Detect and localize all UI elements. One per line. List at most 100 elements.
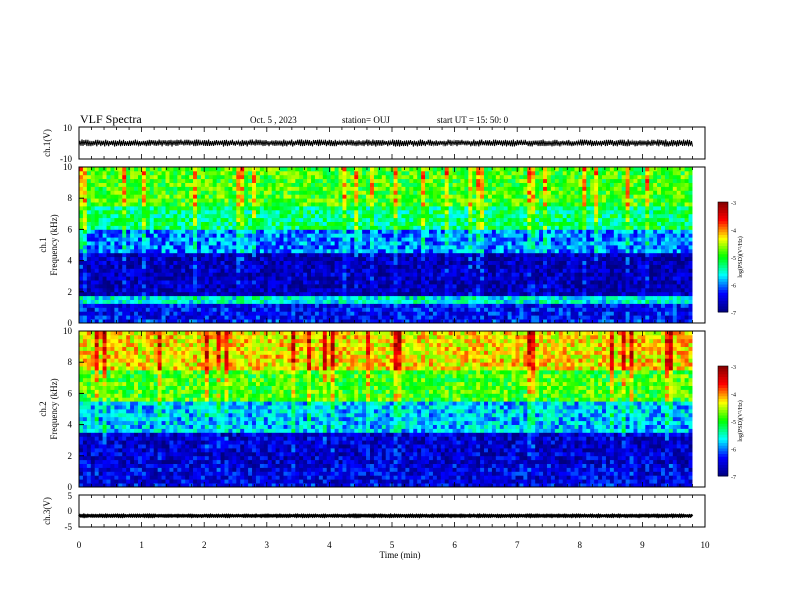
ch1-spectrogram-cell	[271, 167, 277, 172]
ch1-spectrogram-cell	[106, 272, 111, 277]
ch1-spectrogram-cell	[275, 225, 280, 230]
ch1-spectrogram-cell	[432, 256, 438, 261]
ch1-spectrogram-cell	[342, 287, 347, 293]
ch1-spectrogram-cell	[464, 217, 469, 222]
ch1-spectrogram-cell	[397, 264, 402, 269]
ch1-spectrogram-cell	[397, 217, 402, 222]
ch1-spectrogram-cell	[362, 311, 367, 316]
ch1-spectrogram-cell	[283, 245, 288, 250]
ch1-spectrogram-cell	[275, 182, 280, 187]
ch1-spectrogram-cell	[389, 268, 394, 273]
ch1-spectrogram-cell	[279, 198, 284, 203]
ch1-spectrogram-cell	[429, 241, 434, 246]
ch1-spectrogram-cell	[169, 213, 174, 219]
ch1-spectrogram-cell	[393, 276, 398, 281]
ch1-spectrogram-cell	[173, 311, 178, 316]
ch1-spectrogram-cell	[429, 280, 434, 285]
ch1-spectrogram-cell	[165, 229, 170, 234]
ch1-spectrogram-cell	[539, 233, 544, 238]
ch1-spectrogram-cell	[409, 303, 414, 308]
ch1-spectrogram-cell	[141, 170, 147, 176]
ch1-spectrogram-cell	[157, 190, 162, 195]
ch1-spectrogram-cell	[334, 252, 339, 258]
ch1-spectrogram-cell	[366, 291, 371, 297]
ch1-spectrogram-cell	[212, 264, 218, 269]
ch1-spectrogram-cell	[141, 194, 147, 199]
ch1-spectrogram-cell	[515, 291, 520, 297]
ch1-spectrogram-cell	[189, 217, 194, 222]
ch1-spectrogram-cell	[389, 256, 394, 261]
ch1-spectrogram-cell	[507, 245, 512, 250]
ch1-spectrogram-cell	[476, 284, 481, 289]
ch1-spectrogram-cell	[401, 233, 406, 238]
ch1-spectrogram-cell	[102, 280, 107, 285]
ch1-spectrogram-cell	[413, 256, 418, 261]
ch1-spectrogram-cell	[539, 229, 544, 234]
ch1-spectrogram-cell	[318, 202, 324, 207]
ch1-spectrogram-cell	[334, 264, 339, 269]
ch1-spectrogram-cell	[181, 272, 186, 277]
ch1-spectrogram-cell	[212, 194, 218, 199]
ch1-spectrogram-cell	[196, 194, 202, 199]
ch1-spectrogram-cell	[255, 272, 261, 277]
ch1-spectrogram-cell	[259, 229, 265, 234]
ch1-spectrogram-cell	[153, 241, 159, 246]
ch1-spectrogram-cell	[452, 217, 457, 222]
ch1-spectrogram-cell	[330, 264, 336, 269]
ch1-spectrogram-cell	[401, 295, 406, 300]
ch1-spectrogram-cell	[401, 245, 406, 250]
ch1-spectrogram-cell	[82, 291, 88, 297]
ch1-spectrogram-cell	[283, 209, 288, 215]
ch1-spectrogram-cell	[366, 252, 371, 258]
ch1-spectrogram-cell	[169, 233, 174, 238]
ch1-spectrogram-cell	[216, 202, 221, 207]
ch1-spectrogram-cell	[252, 299, 257, 304]
ch1-spectrogram-cell	[401, 178, 406, 183]
ch1-spectrogram-cell	[358, 170, 363, 176]
ch1-spectrogram-cell	[110, 295, 115, 300]
ch1-spectrogram-cell	[236, 245, 241, 250]
ch1-spectrogram-cell	[126, 174, 131, 180]
ch1-spectrogram-cell	[519, 167, 524, 172]
ch1-spectrogram-cell	[444, 217, 450, 222]
ch1-spectrogram-cell	[338, 170, 343, 176]
ch1-spectrogram-cell	[539, 272, 544, 277]
ch1-spectrogram-cell	[366, 167, 371, 172]
ch1-spectrogram-cell	[519, 174, 524, 180]
ch1-spectrogram-cell	[314, 229, 320, 234]
ch1-spectrogram-cell	[503, 299, 509, 304]
ch1-spectrogram-cell	[472, 198, 477, 203]
ch1-spectrogram-cell	[484, 198, 489, 203]
ch1-spectrogram-cell	[200, 319, 206, 324]
ch1-spectrogram-cell	[381, 170, 387, 176]
ch1-spectrogram-cell	[452, 233, 457, 238]
ch1-spectrogram-cell	[161, 248, 166, 254]
ch1-spectrogram-cell	[295, 280, 300, 285]
ch1-spectrogram-cell	[322, 217, 328, 222]
ch1-spectrogram-cell	[314, 174, 320, 180]
ch1-spectrogram-cell	[248, 284, 253, 289]
ch1-spectrogram-cell	[82, 307, 88, 312]
ch1-spectrogram-cell	[519, 213, 524, 219]
ch1-spectrogram-cell	[436, 245, 442, 250]
ch1-spectrogram-cell	[373, 315, 379, 320]
ch1-spectrogram-cell	[165, 272, 170, 277]
ch1-spectrogram-cell	[311, 237, 316, 242]
ch1-spectrogram-cell	[393, 206, 398, 211]
ch1-spectrogram-cell	[86, 233, 92, 238]
ch1-spectrogram-cell	[122, 287, 127, 293]
ch1-spectrogram-cell	[334, 209, 339, 215]
ch1-spectrogram-cell	[350, 295, 355, 300]
ch1-spectrogram-cell	[259, 295, 265, 300]
ch1-spectrogram-cell	[299, 202, 304, 207]
ch1-spectrogram-cell	[248, 303, 253, 308]
ch1-spectrogram-cell	[165, 182, 170, 187]
ch1-spectrogram-cell	[106, 182, 111, 187]
ch1-spectrogram-cell	[204, 237, 210, 242]
ch1-spectrogram-cell	[366, 237, 371, 242]
ch1-spectrogram-cell	[307, 295, 312, 300]
ch1-spectrogram-cell	[448, 178, 453, 183]
ch1-spectrogram-cell	[397, 295, 402, 300]
ch1-spectrogram-cell	[275, 287, 280, 293]
ch1-spectrogram-cell	[531, 186, 536, 191]
